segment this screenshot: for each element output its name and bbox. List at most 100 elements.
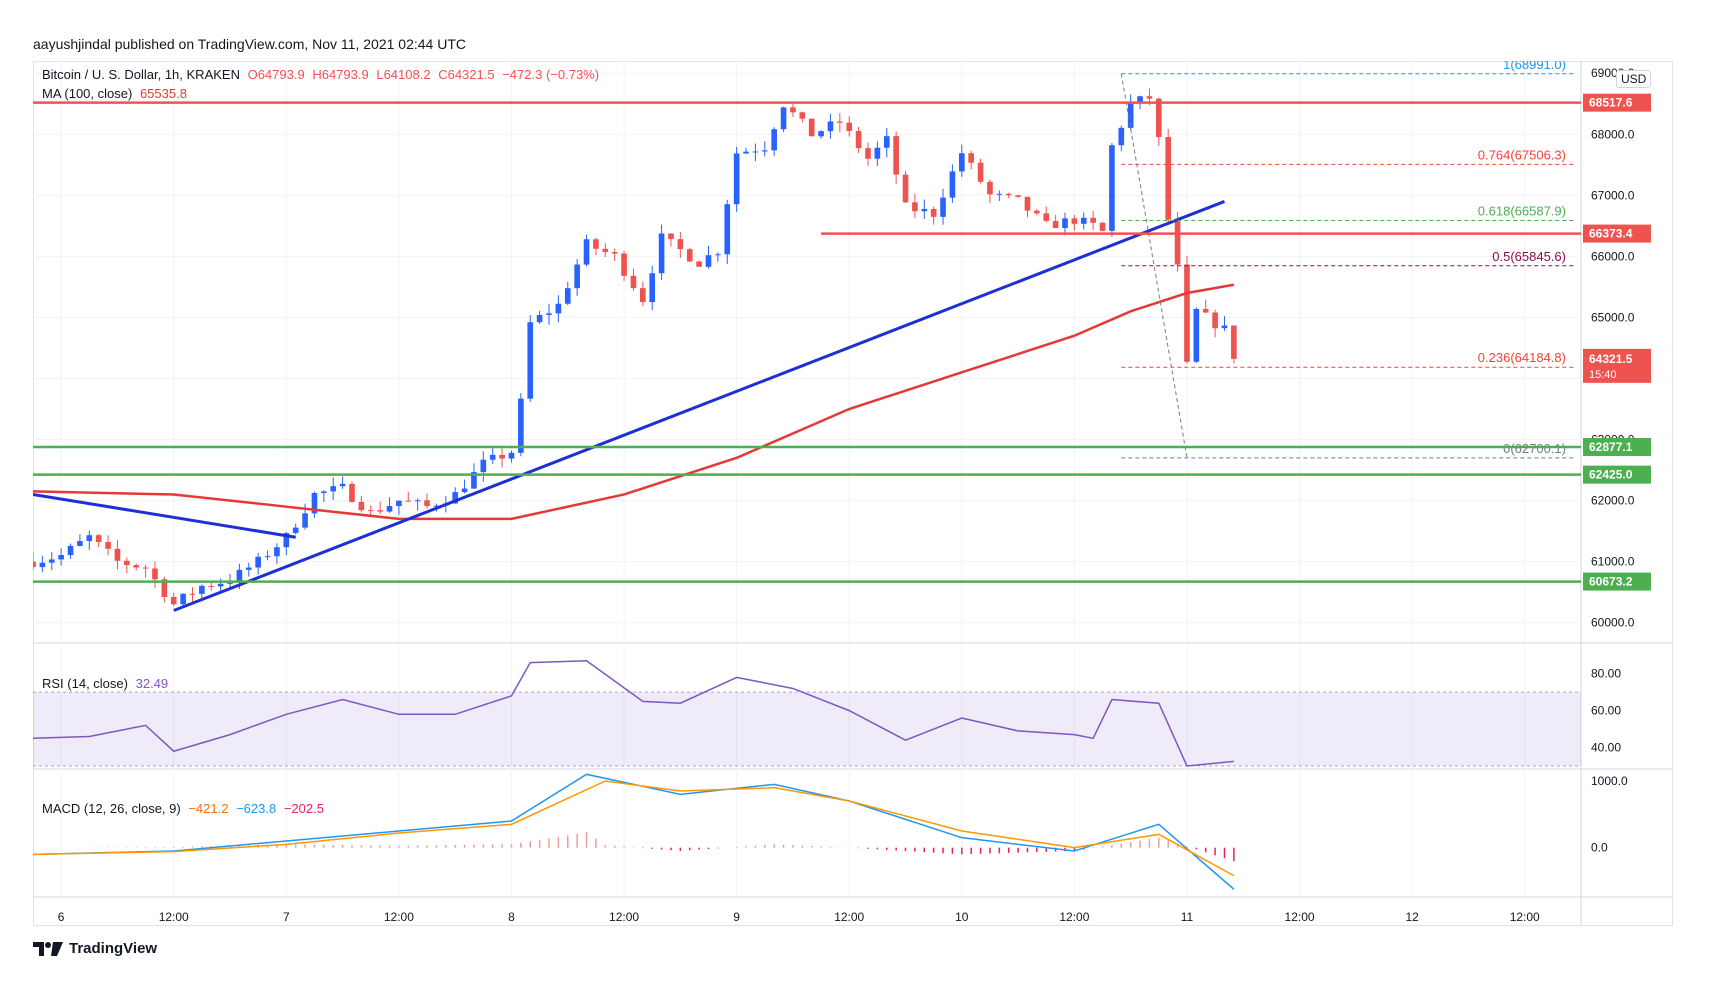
candle-body [649, 273, 656, 303]
candle-body [1052, 220, 1059, 229]
fib-paren-close: ) [1562, 249, 1566, 264]
candle-body [1015, 195, 1021, 197]
candle-body [940, 197, 946, 217]
candle-body [752, 151, 759, 153]
candle-body [1156, 98, 1162, 138]
candle-body [330, 486, 337, 492]
macd-value-2: −623.8 [236, 801, 277, 816]
level-axis-label: 62877.1 [1589, 440, 1633, 454]
tradingview-logo: TradingView [33, 940, 157, 957]
candle-body [349, 483, 355, 502]
macd-header: MACD (12, 26, close, 9) −421.2 −623.8 −2… [42, 801, 328, 816]
rsi-band [33, 692, 1581, 766]
candle-body [311, 493, 318, 514]
candle-body [527, 322, 534, 399]
time-tick-label: 9 [733, 910, 740, 924]
tradingview-logo-text: TradingView [69, 940, 158, 957]
candle-body [602, 248, 609, 253]
candle-body [152, 568, 158, 580]
candle-body [58, 555, 64, 560]
candle-body [724, 204, 731, 255]
fib-ratio: 0.764 [1478, 147, 1511, 162]
price-tick-label: 68000.0 [1591, 127, 1635, 141]
fib-trend-line [1120, 73, 1188, 458]
candle-body [555, 303, 562, 314]
level-axis-tag [1583, 224, 1651, 243]
candle-body [189, 593, 196, 595]
trendline-1 [33, 492, 296, 539]
candle-body [424, 500, 430, 506]
candle-body [733, 153, 740, 205]
macd-value-3: −202.5 [283, 801, 324, 816]
candle-body [1165, 137, 1172, 220]
macd-tick-label: 1000.0 [1591, 774, 1628, 788]
level-axis-tag [1583, 572, 1651, 591]
candle-body [227, 582, 233, 584]
candle-body [217, 583, 224, 587]
fib-level-label: 0.5(65845.6) [1492, 249, 1566, 264]
macd-signal-line [33, 780, 1235, 877]
candle-body [1080, 217, 1087, 224]
candle-body [893, 136, 899, 175]
rsi-tick-label: 80.00 [1591, 667, 1621, 681]
candle-body [790, 107, 796, 113]
candle-body [865, 148, 871, 159]
candle-body [771, 129, 777, 151]
candle-body [1024, 196, 1031, 211]
candle-body [1137, 96, 1143, 103]
fib-level-label: 1(68991.0) [1503, 61, 1566, 72]
candle-body [705, 255, 712, 267]
candle-body [508, 452, 515, 459]
candle-body [780, 107, 787, 130]
candle-body [302, 513, 308, 528]
candle-body [912, 202, 918, 212]
currency-tag[interactable]: USD [1616, 70, 1652, 88]
candle-body [33, 561, 36, 568]
candle-body [846, 122, 853, 131]
candle-body [546, 313, 552, 315]
price-chart[interactable]: 69000.068000.067000.066000.065000.064000… [33, 61, 1673, 926]
candle-body [630, 275, 637, 289]
price-tick-label: 65000.0 [1591, 310, 1635, 324]
macd-tick-label: 0.0 [1591, 841, 1608, 855]
time-tick-label: 12 [1405, 910, 1419, 924]
time-tick-label: 12:00 [1059, 910, 1089, 924]
countdown-label: 15:40 [1589, 369, 1617, 381]
candle-body [799, 112, 806, 119]
fib-price: 66587.9 [1515, 203, 1562, 218]
rsi-tick-label: 60.00 [1591, 704, 1621, 718]
time-tick-label: 12:00 [609, 910, 639, 924]
open-value: O64793.9 [247, 67, 305, 82]
fib-paren-open: ( [1510, 249, 1515, 264]
low-value: L64108.2 [376, 67, 431, 82]
candle-body [255, 556, 261, 568]
candle-body [930, 208, 937, 217]
candle-body [574, 264, 580, 289]
level-axis-label: 66373.4 [1589, 227, 1633, 241]
price-tick-label: 67000.0 [1591, 188, 1635, 202]
candle-body [883, 136, 890, 148]
publisher-line: aayushjindal published on TradingView.co… [33, 36, 466, 52]
candle-body [1212, 312, 1218, 329]
candle-body [996, 193, 1003, 195]
level-axis-label: 68517.6 [1589, 96, 1633, 110]
price-tick-label: 60000.0 [1591, 616, 1635, 630]
candle-body [114, 548, 121, 561]
candle-body [105, 541, 111, 549]
fib-level-label: 0.236(64184.8) [1478, 350, 1566, 365]
candle-body [67, 545, 74, 556]
fib-level-label: 0(62700.1) [1503, 441, 1566, 456]
level-axis-label: 60673.2 [1589, 575, 1633, 589]
candle-body [471, 472, 477, 489]
candle-body [1146, 96, 1153, 99]
candle-body [668, 233, 674, 240]
fib-ratio: 0.5 [1492, 249, 1510, 264]
close-value: C64321.5 [438, 67, 495, 82]
candle-body [921, 208, 928, 212]
candle-body [77, 541, 83, 546]
candle-body [95, 535, 102, 542]
rsi-line [33, 660, 1234, 767]
last-price-label: 64321.5 [1589, 352, 1633, 366]
candle-body [874, 147, 881, 159]
candle-body [367, 510, 374, 512]
